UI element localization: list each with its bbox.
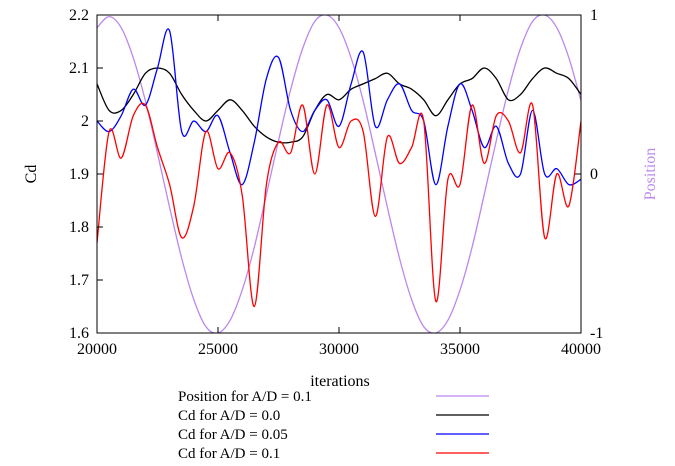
- series-layer: [97, 15, 581, 333]
- y-tick-label: 2: [81, 113, 89, 130]
- ticks-layer: 20000 25000 30000 35000 40000 1.6 1.7 1.8 1.9 2 2.…: [69, 7, 603, 358]
- y-tick-label: 1.9: [69, 166, 89, 183]
- legend: Position for A/D = 0.1 Cd for A/D = 0.0 Cd…: [178, 389, 489, 462]
- y-tick-label: 1.6: [69, 325, 89, 342]
- x-tick-label: 25000: [198, 341, 238, 358]
- plot-frame: [96, 14, 582, 334]
- x-tick-label: 20000: [77, 341, 117, 358]
- legend-entry-label: Cd for A/D = 0.1: [178, 446, 280, 462]
- x-tick-label: 30000: [319, 341, 359, 358]
- y-axis-title: Cd: [23, 165, 40, 184]
- y2-tick-label: -1: [590, 325, 603, 342]
- legend-entry-label: Cd for A/D = 0.05: [178, 427, 288, 443]
- legend-entry-label: Position for A/D = 0.1: [178, 389, 312, 405]
- x-axis-title: iterations: [310, 373, 370, 390]
- y-tick-label: 2.2: [69, 7, 89, 24]
- y-tick-label: 1.8: [69, 219, 89, 236]
- y-tick-label: 2.1: [69, 60, 89, 77]
- y2-tick-label: 1: [590, 7, 598, 24]
- legend-entry-label: Cd for A/D = 0.0: [178, 408, 280, 424]
- x-tick-label: 40000: [561, 341, 601, 358]
- series-line-3: [97, 102, 581, 308]
- series-line-1: [97, 67, 581, 144]
- y2-axis-title: Position: [642, 148, 659, 200]
- y-tick-label: 1.7: [69, 272, 89, 289]
- x-tick-label: 35000: [440, 341, 480, 358]
- y2-tick-label: 0: [590, 166, 598, 183]
- series-line-0: [97, 15, 581, 333]
- series-line-2: [97, 28, 581, 186]
